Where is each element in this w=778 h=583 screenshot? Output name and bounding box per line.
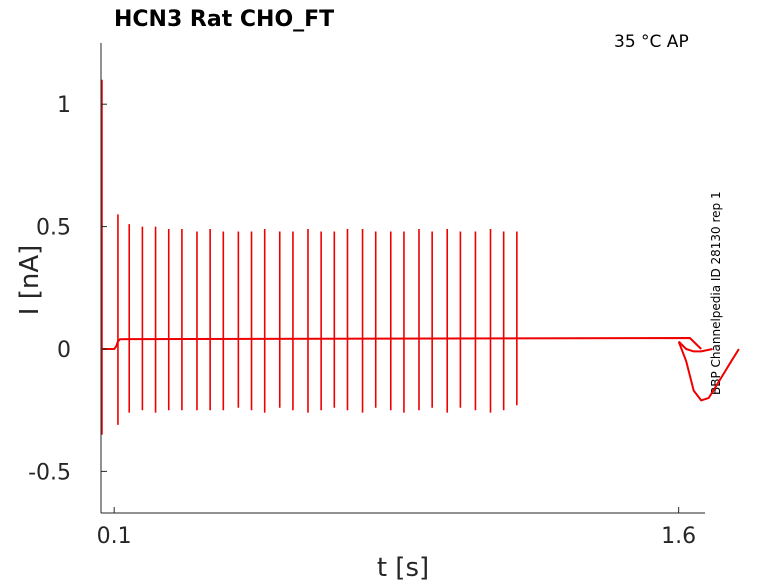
y-tick-label: 0: [57, 338, 71, 363]
tail-upper-trace: [677, 340, 713, 353]
condition-label: 35 °C AP: [614, 32, 689, 52]
x-tick-label: 0.1: [97, 524, 132, 549]
trace-group: [100, 79, 740, 435]
chart-title: HCN3 Rat CHO_FT: [114, 7, 334, 32]
x-ticks: 0.1 1.6: [97, 507, 696, 549]
y-tick-label: 0.5: [36, 216, 71, 241]
y-ticks: -0.5 0 0.5 1: [28, 93, 107, 485]
x-tick-label: 1.6: [661, 524, 696, 549]
x-axis-label: t [s]: [377, 553, 429, 583]
y-tick-label: 1: [57, 93, 71, 118]
tail-dip-trace: [677, 341, 740, 402]
y-tick-label: -0.5: [28, 460, 71, 485]
side-label: BBP Channelpedia ID 28130 rep 1: [709, 191, 723, 395]
baseline-trace: [101, 337, 702, 350]
y-axis-label: I [nA]: [15, 245, 45, 315]
